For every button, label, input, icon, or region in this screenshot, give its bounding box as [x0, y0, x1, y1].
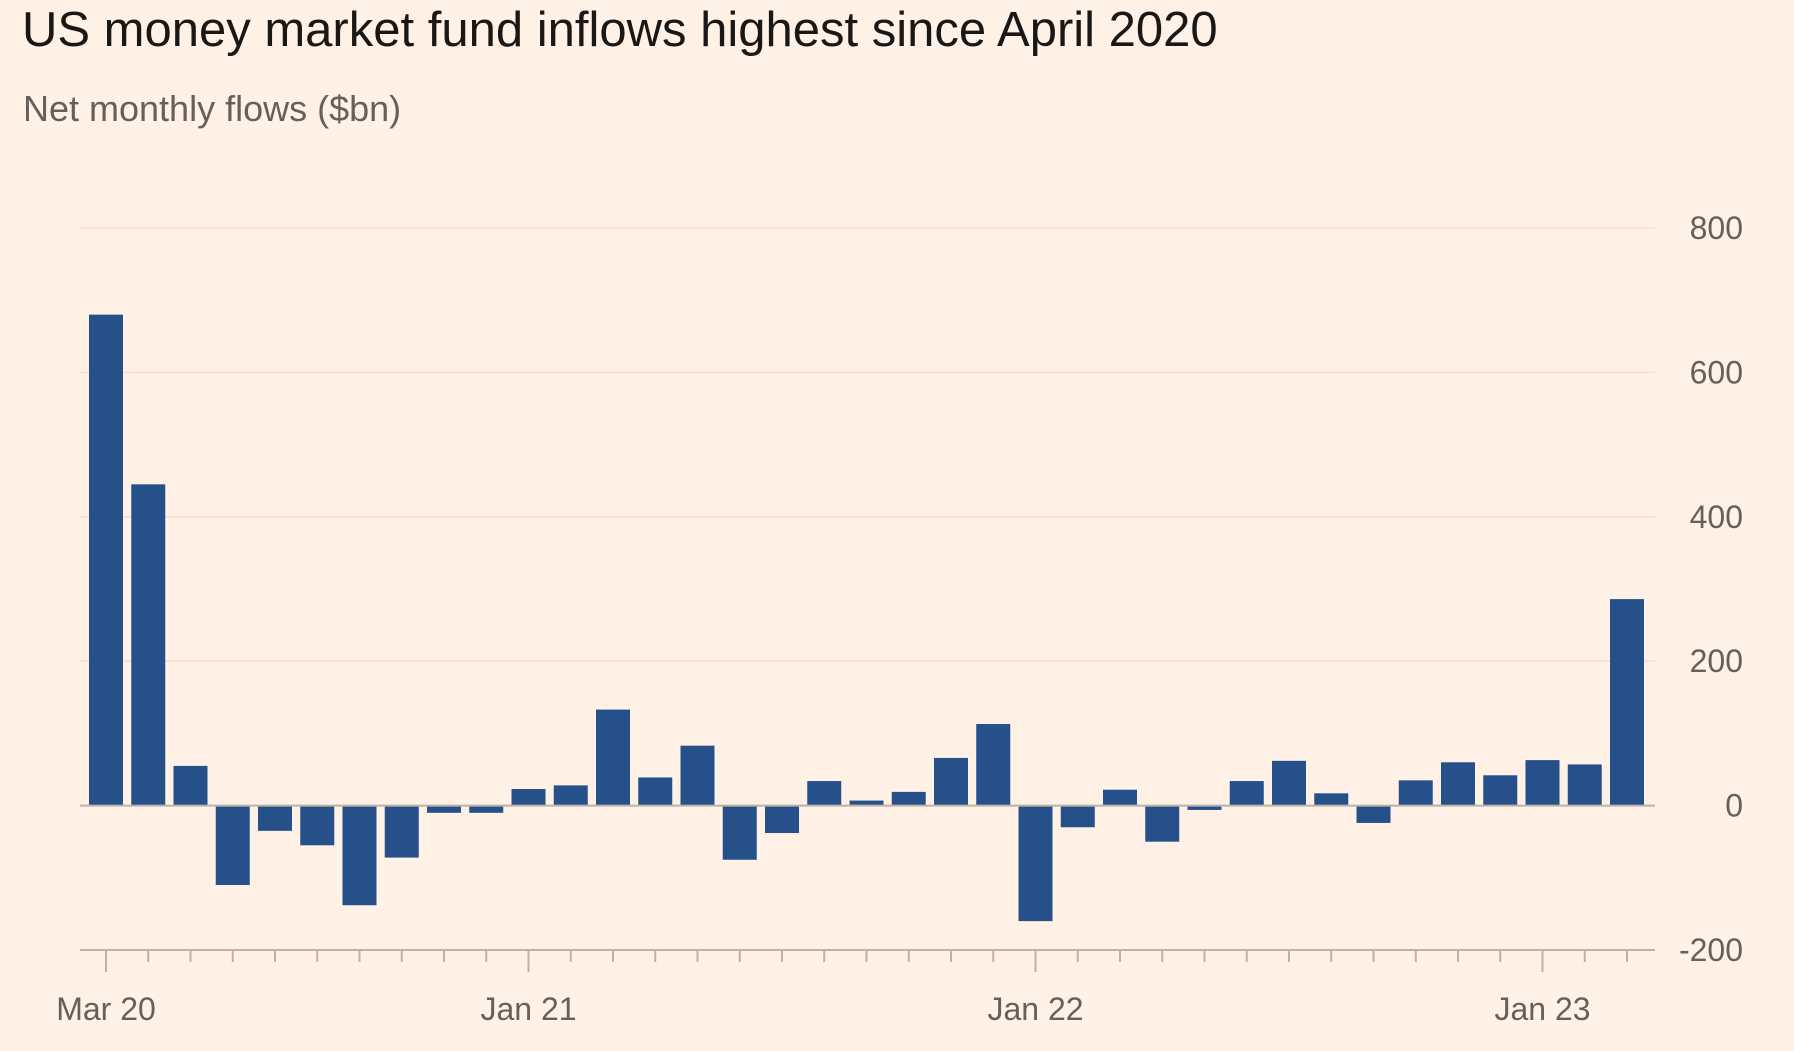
- bar: [807, 781, 842, 806]
- chart-title: US money market fund inflows highest sin…: [22, 3, 1218, 57]
- y-tick-label: 400: [1690, 499, 1743, 535]
- bar: [300, 805, 335, 846]
- bar: [680, 745, 715, 806]
- bar: [1187, 805, 1222, 810]
- bar: [469, 805, 504, 813]
- bar: [384, 805, 419, 858]
- bar: [215, 805, 250, 886]
- bar: [553, 785, 588, 806]
- bar: [849, 800, 884, 806]
- x-tick-label: Jan 23: [1494, 991, 1590, 1027]
- bar: [131, 484, 166, 806]
- bar: [1398, 780, 1433, 806]
- bar: [258, 805, 292, 831]
- x-tick-label: Mar 20: [56, 991, 156, 1027]
- bar: [1525, 760, 1560, 806]
- bar: [1060, 805, 1095, 828]
- bar: [1018, 805, 1053, 922]
- gridlines: [80, 227, 1655, 662]
- bar: [765, 805, 799, 834]
- bar: [934, 757, 968, 806]
- bar: [89, 314, 123, 806]
- bar: [1314, 793, 1349, 806]
- bar: [1356, 805, 1391, 823]
- bar: [976, 724, 1011, 806]
- y-tick-label: 800: [1690, 210, 1743, 246]
- x-tick-label: Jan 22: [987, 991, 1083, 1027]
- y-tick-label: 200: [1690, 643, 1743, 679]
- x-axis-tick-labels: Mar 20 Jan 21 Jan 22 Jan 23: [56, 991, 1590, 1027]
- x-axis: [80, 804, 1655, 972]
- y-tick-label: -200: [1679, 932, 1743, 968]
- bar: [722, 805, 757, 860]
- x-tick-label: Jan 21: [480, 991, 576, 1027]
- bar: [891, 791, 926, 806]
- bar: [342, 805, 377, 906]
- bar: [1567, 764, 1602, 806]
- bar: [173, 765, 208, 806]
- bar: [427, 805, 461, 813]
- bar: [1145, 805, 1180, 842]
- bars: [89, 314, 1644, 922]
- bar: [1610, 599, 1644, 806]
- bar: [1229, 781, 1264, 806]
- bar: [638, 777, 673, 806]
- bar: [1483, 775, 1518, 806]
- bar: [511, 788, 546, 806]
- y-axis-tick-labels: 800 600 400 200 0 -200: [1679, 210, 1743, 968]
- chart-subtitle: Net monthly flows ($bn): [23, 88, 402, 129]
- bar: [1103, 789, 1137, 806]
- y-tick-label: 0: [1725, 788, 1743, 824]
- bar: [596, 709, 630, 806]
- y-tick-label: 600: [1690, 354, 1743, 390]
- bar: [1272, 760, 1306, 806]
- bar: [1441, 762, 1475, 806]
